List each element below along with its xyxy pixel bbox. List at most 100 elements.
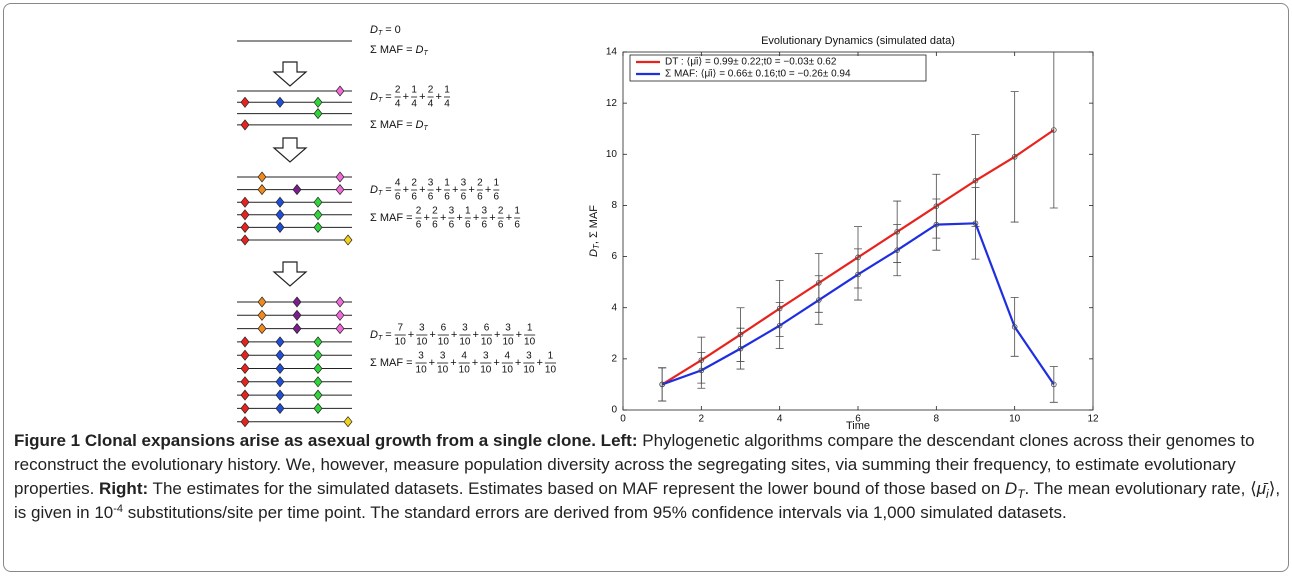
denominator: 10: [524, 337, 536, 348]
denominator: 10: [502, 337, 514, 348]
numerator: 1: [527, 323, 533, 334]
numerator: 3: [428, 178, 434, 189]
arrow: [272, 61, 308, 87]
plus-sign: +: [403, 184, 409, 196]
numerator: 1: [514, 206, 520, 217]
mutation-diamond: [275, 221, 285, 233]
dt-subscript: T: [423, 50, 428, 57]
numerator: 6: [484, 323, 490, 334]
y-label-rest: , Σ MAF: [588, 205, 600, 244]
numerator: 3: [461, 178, 467, 189]
x-tick-label: 10: [1009, 414, 1021, 425]
numerator: 2: [416, 206, 422, 217]
y-tick-label: 10: [606, 149, 618, 160]
numerator: 4: [505, 351, 511, 362]
denominator: 10: [523, 365, 535, 376]
denominator: 10: [481, 337, 493, 348]
denominator: 6: [465, 220, 471, 231]
plus-sign: +: [472, 329, 478, 341]
error-bar: [1049, 366, 1058, 403]
marker: [659, 381, 665, 388]
plus-sign: +: [408, 329, 414, 341]
caption: Figure 1 Clonal expansions arise as asex…: [14, 429, 1282, 525]
marker: [972, 177, 979, 184]
numerator: 2: [498, 206, 504, 217]
dt-subscript: T: [423, 125, 428, 132]
numerator: 1: [465, 206, 471, 217]
equals: =: [385, 24, 391, 36]
numerator: 3: [481, 206, 487, 217]
denominator: 6: [461, 192, 467, 203]
mutation-diamond: [313, 402, 323, 414]
caption-run: substitutions/site per time point. The s…: [123, 503, 1067, 522]
mutation-diamond: [335, 85, 345, 97]
error-bar: [1049, 51, 1058, 209]
legend-label: DT : ⟨μ̄i⟩ = 0.99± 0.22;t0 = −0.03± 0.62: [665, 57, 837, 68]
y-axis-label: DT, Σ MAF: [588, 205, 601, 257]
numerator: 3: [526, 351, 532, 362]
denominator: 6: [416, 220, 422, 231]
legend-label: Σ MAF: ⟨μ̄i⟩ = 0.66± 0.16;t0 = −0.26± 0.…: [665, 69, 851, 80]
denominator: 6: [498, 220, 504, 231]
numerator: 7: [397, 323, 403, 334]
numerator: 2: [395, 85, 401, 96]
mutation-diamond: [240, 376, 250, 388]
mutation-diamond: [240, 196, 250, 208]
equals: =: [385, 91, 391, 103]
plus-sign: +: [468, 184, 474, 196]
mutation-diamond: [275, 402, 285, 414]
figure: Evolutionary Dynamics (simulated data) T…: [237, 24, 1099, 430]
marker: [894, 247, 900, 253]
legend-box: [629, 54, 927, 82]
denominator: 4: [411, 99, 417, 110]
marker: [1051, 127, 1057, 133]
mutation-diamond: [335, 309, 345, 321]
mutation-diamond: [240, 349, 250, 361]
plus-sign: +: [440, 212, 446, 224]
error-bar: [814, 275, 823, 325]
caption-run: Phylogenetic algorithms compare the desc…: [14, 431, 1255, 498]
dt-symbol: D: [416, 119, 424, 131]
equals: =: [406, 44, 412, 56]
mutation-diamond: [343, 416, 353, 428]
marker: [816, 297, 822, 303]
mutation-diamond: [275, 389, 285, 401]
denominator: 10: [459, 365, 471, 376]
formula-value: 0: [395, 24, 401, 36]
plus-sign: +: [403, 91, 409, 103]
plus-sign: +: [494, 329, 500, 341]
numerator: 6: [441, 323, 447, 334]
equals: =: [406, 212, 412, 224]
numerator: 3: [462, 323, 468, 334]
arrow: [272, 261, 308, 287]
error-bar: [1010, 297, 1019, 357]
plus-sign: +: [489, 212, 495, 224]
marker: [933, 221, 940, 228]
mutation-diamond: [292, 296, 302, 308]
mutation-diamond: [275, 376, 285, 388]
marker: [776, 322, 783, 329]
mutation-diamond: [313, 196, 323, 208]
mutation-diamond: [275, 362, 285, 375]
denominator: 10: [459, 337, 471, 348]
denominator: 6: [449, 220, 455, 231]
plus-sign: +: [472, 357, 478, 369]
mutation-diamond: [275, 196, 285, 208]
denominator: 4: [444, 99, 450, 110]
y-tick-label: 8: [611, 200, 617, 211]
dt-symbol: D: [416, 44, 424, 56]
mutation-diamond: [240, 221, 250, 233]
error-bar: [854, 248, 862, 301]
numerator: 3: [483, 351, 489, 362]
plus-sign: +: [493, 357, 499, 369]
denominator: 6: [494, 192, 500, 203]
equals: =: [406, 119, 412, 131]
denominator: 4: [395, 99, 401, 110]
plus-sign: +: [451, 329, 457, 341]
denominator: 10: [416, 365, 428, 376]
plus-sign: +: [536, 357, 542, 369]
numerator: 1: [494, 178, 500, 189]
numerator: 2: [428, 85, 434, 96]
numerator: 3: [419, 323, 425, 334]
